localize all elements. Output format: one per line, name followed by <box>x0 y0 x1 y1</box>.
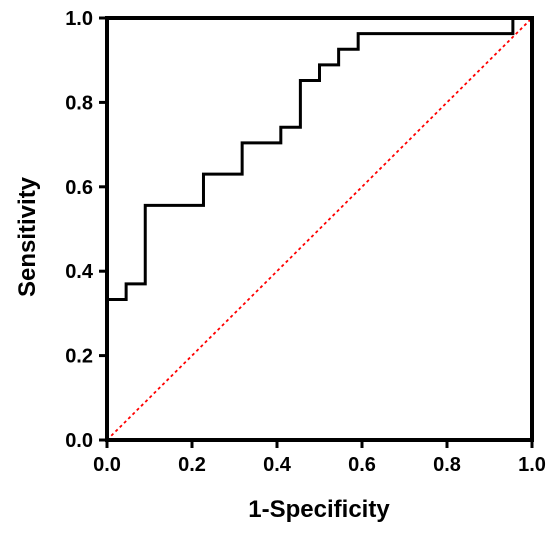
x-tick-label: 0.6 <box>348 454 376 476</box>
y-tick-label: 1.0 <box>65 8 93 30</box>
x-tick-label: 0.2 <box>178 454 206 476</box>
axes: 0.0 0.2 0.4 0.6 0.8 1.0 0.0 0.2 0.4 0.6 0.8 1.0 <box>65 8 546 476</box>
x-tick-label: 0.4 <box>263 454 292 476</box>
x-tick-label: 1.0 <box>518 454 546 476</box>
y-tick-label: 0.8 <box>65 92 93 114</box>
y-axis-title: Sensitivity <box>14 176 41 297</box>
y-tick-label: 0.0 <box>65 430 93 452</box>
reference-diagonal-line <box>106 17 533 441</box>
roc-curve <box>107 16 532 301</box>
plot-area <box>106 16 533 441</box>
x-tick-label: 0.0 <box>93 454 121 476</box>
x-tick-label: 0.8 <box>433 454 461 476</box>
x-axis-title: 1-Specificity <box>248 496 390 523</box>
y-tick-label: 0.4 <box>65 261 94 283</box>
y-tick-label: 0.2 <box>65 346 93 368</box>
y-tick-label: 0.6 <box>65 177 93 199</box>
